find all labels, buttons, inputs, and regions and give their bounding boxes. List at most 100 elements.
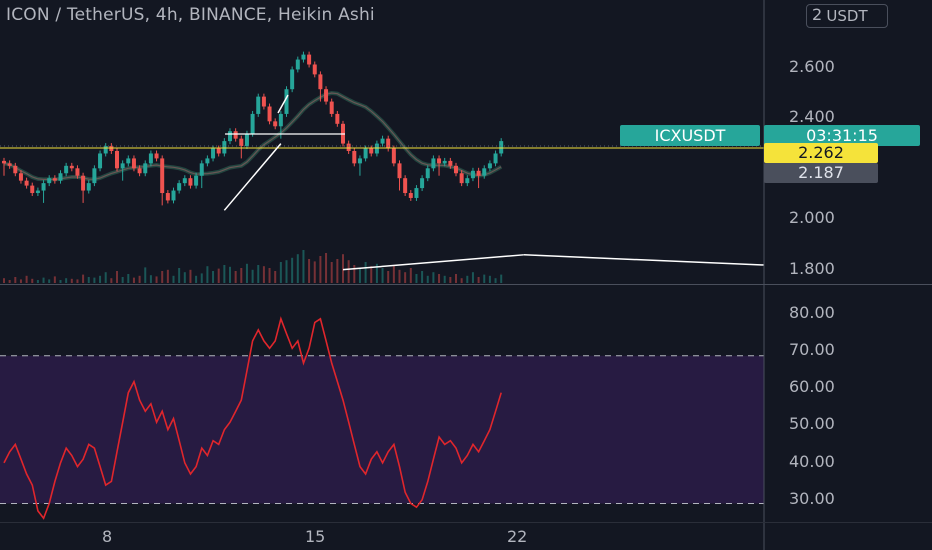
volume-bar bbox=[325, 253, 328, 283]
currency-badge[interactable]: USDT bbox=[806, 4, 888, 28]
volume-bar bbox=[342, 254, 344, 283]
volume-bar bbox=[296, 254, 299, 283]
volume-bar bbox=[432, 272, 435, 283]
volume-bar bbox=[347, 260, 350, 283]
volume-bar bbox=[449, 277, 452, 283]
rsi-band bbox=[0, 355, 764, 504]
candle-body bbox=[329, 101, 334, 114]
y-tick-rsi: 60.00 bbox=[789, 377, 835, 396]
volume-bar bbox=[364, 262, 367, 283]
volume-bar bbox=[127, 274, 130, 283]
drawn-short-line bbox=[277, 94, 289, 114]
volume-bar bbox=[99, 275, 102, 283]
volume-bar bbox=[212, 271, 215, 283]
candle-body bbox=[380, 138, 385, 144]
candle-body bbox=[465, 178, 470, 184]
candle-body bbox=[7, 163, 12, 166]
volume-bar bbox=[330, 262, 333, 283]
candle-body bbox=[137, 168, 142, 174]
volume-bar bbox=[36, 280, 39, 283]
y-tick-rsi: 70.00 bbox=[789, 340, 835, 359]
volume-bar bbox=[392, 265, 395, 283]
candle-body bbox=[244, 133, 249, 147]
candle-body bbox=[261, 96, 266, 107]
trendlines-group[interactable] bbox=[223, 143, 765, 271]
volume-bar bbox=[166, 269, 169, 283]
volume-bar bbox=[279, 262, 282, 283]
volume-bar bbox=[404, 272, 407, 283]
candle-body bbox=[143, 163, 148, 174]
candle-body bbox=[414, 188, 419, 198]
volume-bar bbox=[206, 266, 209, 283]
volume-bar bbox=[200, 273, 203, 283]
trendline bbox=[342, 254, 524, 271]
y-tick-rsi: 40.00 bbox=[789, 452, 835, 471]
volume-bar bbox=[48, 279, 51, 283]
candle-body bbox=[2, 160, 6, 164]
candle-body bbox=[182, 178, 187, 184]
y-tick-price: 2.600 bbox=[789, 57, 835, 76]
candle-body bbox=[284, 89, 289, 114]
volume-bar bbox=[336, 259, 339, 283]
candle-body bbox=[369, 148, 374, 154]
volume-bar bbox=[8, 280, 11, 283]
volume-bar bbox=[19, 279, 22, 283]
candle-body bbox=[470, 170, 475, 179]
y-tick-price: 2.000 bbox=[789, 208, 835, 227]
candle-body bbox=[335, 113, 340, 124]
candle-body bbox=[75, 168, 80, 176]
trendline bbox=[223, 143, 282, 211]
volume-bar bbox=[251, 269, 254, 283]
symbol-tag: ICXUSDT bbox=[620, 125, 760, 146]
candle-body bbox=[69, 165, 74, 169]
candle-body bbox=[403, 178, 408, 194]
candle-body bbox=[115, 151, 119, 169]
volume-bar bbox=[455, 274, 457, 283]
candle-body bbox=[476, 170, 481, 176]
candle-body bbox=[482, 168, 487, 176]
y-tick-partial-top: 2 bbox=[812, 5, 823, 24]
candle-body bbox=[397, 163, 402, 179]
candle-body bbox=[24, 180, 29, 186]
candle-body bbox=[448, 160, 453, 166]
volume-bar bbox=[285, 260, 288, 283]
candle-body bbox=[30, 185, 35, 194]
volume-bar bbox=[257, 265, 260, 283]
volume-bar bbox=[149, 275, 152, 283]
candle-body bbox=[52, 178, 57, 181]
volume-bar bbox=[358, 268, 361, 283]
volume-bar bbox=[460, 278, 463, 283]
volume-bar bbox=[121, 277, 124, 283]
candle-body bbox=[278, 113, 283, 127]
candle-body bbox=[64, 165, 69, 174]
candle-body bbox=[352, 151, 357, 164]
volume-bar bbox=[477, 277, 480, 283]
candle-body bbox=[18, 173, 23, 181]
candle-body bbox=[58, 173, 63, 181]
volume-bar bbox=[319, 256, 322, 283]
volume-bar bbox=[234, 271, 237, 283]
candle-body bbox=[160, 158, 165, 194]
volume-bar bbox=[421, 271, 424, 283]
chart-title: ICON / TetherUS, 4h, BINANCE, Heikin Ash… bbox=[6, 5, 375, 25]
candle-body bbox=[216, 148, 221, 154]
candle-body bbox=[98, 153, 103, 169]
last-price-tag: 2.262 bbox=[764, 143, 878, 163]
candle-body bbox=[81, 175, 86, 191]
volume-bar bbox=[76, 279, 79, 283]
volume-bar bbox=[438, 274, 441, 283]
candle-body bbox=[493, 153, 498, 164]
candle-body bbox=[120, 163, 125, 169]
volume-bar bbox=[443, 275, 446, 283]
candle-body bbox=[307, 54, 312, 65]
candle-body bbox=[442, 160, 447, 164]
candle-body bbox=[431, 158, 436, 169]
volume-bar bbox=[500, 274, 503, 283]
candles-group[interactable] bbox=[2, 51, 504, 206]
candle-body bbox=[499, 141, 504, 154]
trendline-extension bbox=[523, 254, 765, 266]
volume-bar bbox=[370, 266, 373, 283]
candle-body bbox=[103, 146, 108, 154]
